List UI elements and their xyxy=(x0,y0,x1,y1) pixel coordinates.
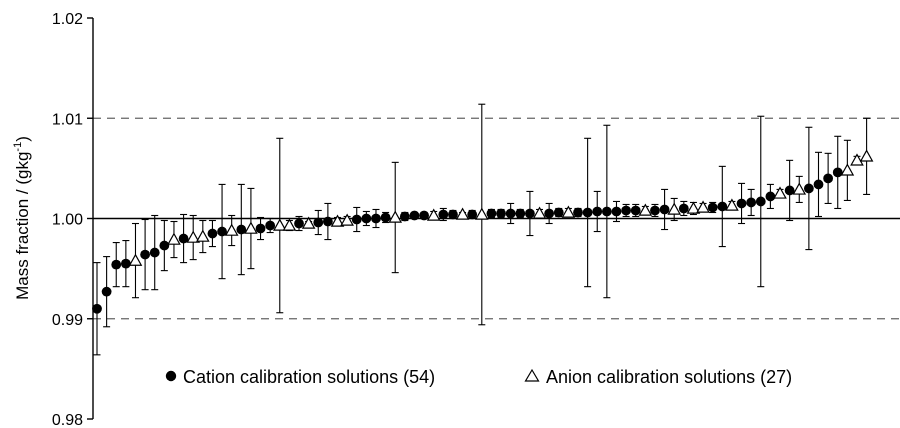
cation-point xyxy=(515,208,526,219)
cation-point xyxy=(611,206,622,217)
anion-point xyxy=(696,200,710,213)
cation-point xyxy=(582,207,593,218)
cation-point xyxy=(159,240,170,251)
cation-point xyxy=(553,207,564,218)
anion-point xyxy=(272,218,287,231)
anion-point xyxy=(850,153,864,166)
cation-point xyxy=(265,220,276,231)
cation-point xyxy=(496,208,506,219)
anion-point xyxy=(224,223,239,236)
cation-point xyxy=(717,201,728,212)
anion-point xyxy=(196,229,210,242)
cation-point xyxy=(322,216,333,227)
cation-point xyxy=(409,210,420,221)
cation-point xyxy=(371,213,381,224)
y-tick-label: 0.99 xyxy=(52,312,83,329)
anion-point xyxy=(859,149,874,162)
anion-point xyxy=(638,203,653,216)
anion-point xyxy=(792,182,807,195)
anion-point xyxy=(330,214,345,227)
cation-point xyxy=(823,173,834,184)
anion-point xyxy=(244,221,258,234)
anion-point xyxy=(167,232,181,245)
cation-point xyxy=(351,214,362,225)
cation-point xyxy=(707,202,718,213)
cation-point xyxy=(399,211,410,222)
anion-point xyxy=(128,253,143,266)
anion-point xyxy=(773,186,787,199)
anion-point xyxy=(840,163,855,176)
cation-point xyxy=(832,167,843,178)
legend-cation-label: Cation calibration solutions (54) xyxy=(183,367,435,387)
cation-point xyxy=(525,208,535,219)
cation-point xyxy=(765,191,776,202)
cation-point xyxy=(140,249,151,260)
cation-point xyxy=(573,207,583,218)
cation-point xyxy=(650,205,660,216)
cation-point xyxy=(178,233,189,244)
cation-point xyxy=(92,303,102,314)
y-axis-title: Mass fraction / (gkg-1) xyxy=(12,136,32,300)
cation-point xyxy=(448,209,458,220)
anion-point xyxy=(388,210,403,223)
cation-point xyxy=(544,208,555,219)
cation-point xyxy=(659,204,670,215)
anion-point xyxy=(186,230,201,243)
cation-point xyxy=(803,183,814,194)
cation-point xyxy=(601,206,612,217)
cation-point xyxy=(101,286,112,297)
cation-point xyxy=(736,198,747,209)
y-tick-label: 1.01 xyxy=(52,111,83,128)
cation-point xyxy=(361,213,372,224)
cation-point xyxy=(380,212,391,223)
cation-point xyxy=(255,223,266,234)
anion-point xyxy=(667,202,682,215)
y-axis xyxy=(87,17,94,420)
cation-point xyxy=(120,258,131,269)
anion-point xyxy=(282,218,297,231)
y-tick-label: 1.00 xyxy=(52,212,83,229)
reference-lines xyxy=(93,117,900,320)
y-tick-labels: 0.98 0.99 1.00 1.01 1.02 xyxy=(52,11,83,428)
anion-point xyxy=(561,205,576,218)
cation-point xyxy=(294,218,304,229)
cation-point xyxy=(813,179,824,190)
cation-point xyxy=(505,208,516,219)
cation-point xyxy=(236,224,247,235)
cation-point xyxy=(784,185,795,196)
cation-point xyxy=(486,208,497,219)
anion-point xyxy=(340,213,354,226)
anion-point xyxy=(532,206,547,219)
anion-point xyxy=(686,201,701,214)
legend-anion-label: Anion calibration solutions (27) xyxy=(546,367,792,387)
cation-point xyxy=(592,206,603,217)
anion-point xyxy=(474,207,489,220)
legend-cation-marker xyxy=(165,370,177,382)
cation-point xyxy=(313,217,324,228)
anion-point xyxy=(455,207,470,220)
cation-point xyxy=(467,209,478,220)
cation-point xyxy=(217,226,227,237)
cation-point xyxy=(438,209,449,220)
cation-point xyxy=(621,205,631,216)
y-tick-label: 0.98 xyxy=(52,412,83,428)
cation-point xyxy=(111,259,122,270)
anion-point xyxy=(301,216,316,229)
cation-point xyxy=(678,203,689,214)
cation-point xyxy=(746,197,757,208)
cation-point xyxy=(207,228,218,239)
cation-point xyxy=(149,247,160,258)
legend-anion-marker xyxy=(524,368,540,382)
cation-point xyxy=(630,205,641,216)
legend: Cation calibration solutions (54) Anion … xyxy=(165,367,792,387)
cation-point xyxy=(755,196,766,207)
cation-point xyxy=(419,210,429,221)
data-markers xyxy=(92,149,874,314)
anion-point xyxy=(426,208,441,221)
y-tick-label: 1.02 xyxy=(52,11,83,28)
anion-point xyxy=(725,198,739,211)
